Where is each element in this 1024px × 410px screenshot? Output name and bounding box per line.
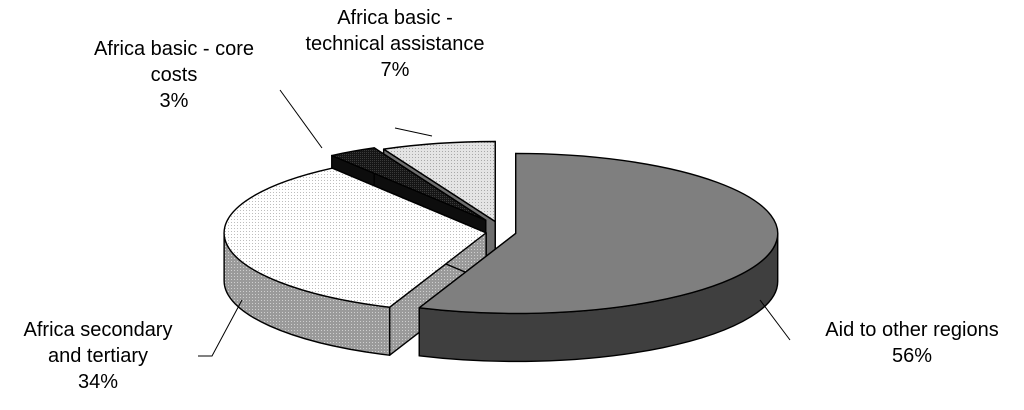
pie-label-line-sec-1: and tertiary: [48, 345, 148, 367]
pie-slice-sec: [223, 167, 487, 356]
pie-label-sec: Africa secondary and tertiary 34%: [24, 319, 173, 393]
pie-slice-other: [418, 152, 779, 363]
pie-percent-tech: 7%: [381, 59, 410, 81]
pie-label-line-other-0: Aid to other regions: [825, 319, 998, 341]
leader-line-other: [759, 299, 791, 341]
pie-percent-sec: 34%: [78, 371, 118, 393]
pie-slice-top-other: [418, 152, 779, 315]
pie-label-line-core-0: Africa basic - core: [94, 38, 254, 60]
pie-label-line-tech-1: technical assistance: [306, 33, 485, 55]
pie-label-line-core-1: costs: [151, 64, 198, 86]
leader-line-sec: [198, 299, 243, 357]
pie-label-line-sec-0: Africa secondary: [24, 319, 173, 341]
pie-label-line-tech-0: Africa basic -: [337, 7, 453, 29]
pie-slice-top-tech: [382, 140, 496, 223]
pie-label-tech: Africa basic - technical assistance 7%: [306, 7, 485, 81]
pie-percent-other: 56%: [892, 345, 932, 367]
pie-slice-top-sec: [223, 167, 487, 308]
pie-label-other: Aid to other regions 56%: [825, 319, 998, 367]
pie-slice-top-core: [331, 147, 487, 221]
leader-line-tech: [394, 127, 433, 137]
leader-line-core: [279, 89, 323, 149]
pie-label-core: Africa basic - core costs 3%: [94, 38, 254, 112]
pie-percent-core: 3%: [160, 90, 189, 112]
